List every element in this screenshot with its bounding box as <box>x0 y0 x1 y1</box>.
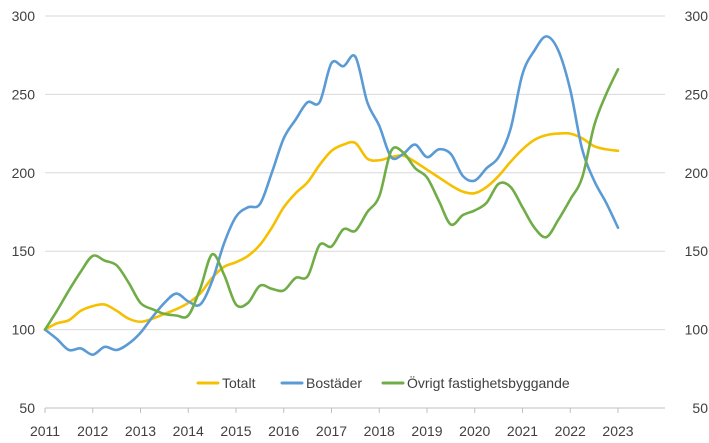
series-ovrigt-line <box>43 68 620 331</box>
y-tick-right: 100 <box>685 322 709 338</box>
x-tick-label: 2017 <box>316 423 347 439</box>
y-tick-left: 100 <box>12 322 36 338</box>
series-bostader-line <box>43 35 620 356</box>
x-tick-label: 2014 <box>173 423 204 439</box>
y-tick-right: 300 <box>685 8 709 24</box>
y-tick-left: 150 <box>12 243 36 259</box>
x-tick-label: 2021 <box>507 423 538 439</box>
y-tick-left: 200 <box>12 165 36 181</box>
y-tick-right: 250 <box>685 86 709 102</box>
x-tick-label: 2022 <box>555 423 586 439</box>
y-tick-right: 50 <box>692 400 708 416</box>
x-tick-label: 2011 <box>30 423 60 439</box>
y-tick-left: 300 <box>12 8 36 24</box>
legend-label: Övrigt fastighetsbyggande <box>407 374 570 391</box>
y-tick-right: 200 <box>685 165 709 181</box>
x-tick-label: 2015 <box>220 423 251 439</box>
x-tick-label: 2016 <box>268 423 299 439</box>
x-tick-label: 2023 <box>602 423 633 439</box>
x-tick-label: 2018 <box>364 423 395 439</box>
series-lines <box>43 35 620 356</box>
x-tick-label: 2013 <box>125 423 156 439</box>
legend: Totalt Bostäder Övrigt fastighetsbyggande <box>196 374 570 391</box>
legend-label: Bostäder <box>306 375 362 391</box>
x-tick-label: 2019 <box>411 423 442 439</box>
legend-label: Totalt <box>222 375 256 391</box>
x-tick-label: 2012 <box>77 423 108 439</box>
series-totalt-line <box>43 131 620 331</box>
y-tick-left: 250 <box>12 86 36 102</box>
y-tick-left: 50 <box>19 400 35 416</box>
y-tick-right: 150 <box>685 243 709 259</box>
gridlines <box>45 15 665 331</box>
axes: 50 100 150 200 250 300 50 100 150 200 250 300 2011 20… <box>12 8 709 439</box>
x-tick-label: 2020 <box>459 423 490 439</box>
